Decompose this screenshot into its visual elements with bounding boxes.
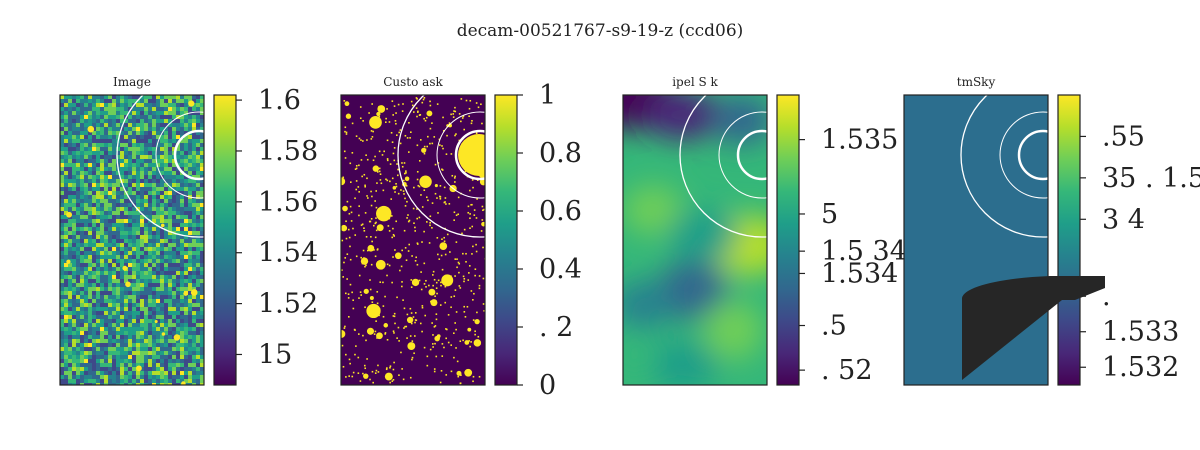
colorbar-tick-label: 0.8 [539,138,582,169]
colorbar-tick-label: 0.4 [539,254,582,285]
colorbar-tick-label: 1.534 [821,258,898,289]
colorbar-tick-label: . 2 [539,312,573,343]
colorbar-tick-label: 35 . 1.535 [1102,163,1200,194]
aperture-circle [1017,129,1048,181]
heatmap-image [60,95,204,385]
colorbar-tick-label: 1.6 [258,85,301,116]
panel-title: tmSky [957,75,996,89]
figure-title: decam-00521767-s9-19-z (ccd06) [457,21,744,41]
panel-frame [59,94,205,386]
heatmap-image [341,95,485,385]
heatmap-image [904,95,1048,385]
colorbar-tick-label: 1.58 [258,136,318,167]
aperture-circle [397,95,485,238]
aperture-circle [718,111,767,199]
masked-region [962,276,1105,380]
colorbar-tick-label: 0.6 [539,196,582,227]
colorbar-tick-label: 1.56 [258,187,318,218]
colorbar-tick-label: . [1102,281,1111,312]
aperture-circle [173,129,204,181]
panel-title: Custo ask [383,75,443,89]
panel-title: Image [113,75,151,89]
colorbar-tick-label: 1.535 [821,125,898,156]
aperture-circle [436,111,485,199]
panel-4: tmSky .55 35 . 1.535 3 4. 1.533 1.532 [903,75,1200,386]
aperture-circle [155,111,204,199]
heatmap-image [623,95,767,385]
colorbar-tick-label: 1.532 [1102,352,1179,383]
panel-frame [903,94,1049,386]
aperture-circle [454,129,485,181]
panel-frame [622,94,768,386]
aperture-circle [736,129,767,181]
colorbar: 1.6 1.58 1.56 1.54 1.52 15 [213,85,318,386]
colorbar-tick-label: 1.54 [258,238,318,269]
panel-frame [340,94,486,386]
colorbar-tick-label: 1.533 [1102,317,1179,348]
colorbar-tick-label: 15 [258,339,292,370]
colorbar: 1.535 5 1.5 341.534 .5 . 52 [776,94,907,386]
colorbar-tick-label: . 52 [821,355,873,386]
colorbar-tick-label: 1 [539,80,556,111]
aperture-circle [999,111,1048,199]
aperture-circle [679,95,767,238]
aperture-circle [960,95,1048,238]
colorbar-tick-label: .55 [1102,121,1145,152]
colorbar-tick-label: 1.5 34 [821,236,907,267]
panel-title: ipel S k [672,75,718,89]
colorbar-tick-label: 0 [539,370,556,401]
panel-1: Image 1.6 1.58 1.56 1.54 1.52 15 [59,75,318,386]
aperture-circle [116,95,204,238]
colorbar: .55 35 . 1.535 3 4. 1.533 1.532 [1057,94,1200,386]
panel-3: ipel S k 1.535 5 1.5 341.534 .5 . 52 [622,75,907,386]
colorbar-tick-label: 1.52 [258,289,318,320]
colorbar: 1 0.8 0.6 0.4 . 2 0 [494,80,582,401]
colorbar-tick-label: .5 [821,311,847,342]
panel-2: Custo ask 1 0.8 0.6 0.4 . 2 0 [340,75,582,401]
colorbar-tick-label: 5 [821,199,838,230]
colorbar-tick-label: 3 4 [1102,204,1145,235]
